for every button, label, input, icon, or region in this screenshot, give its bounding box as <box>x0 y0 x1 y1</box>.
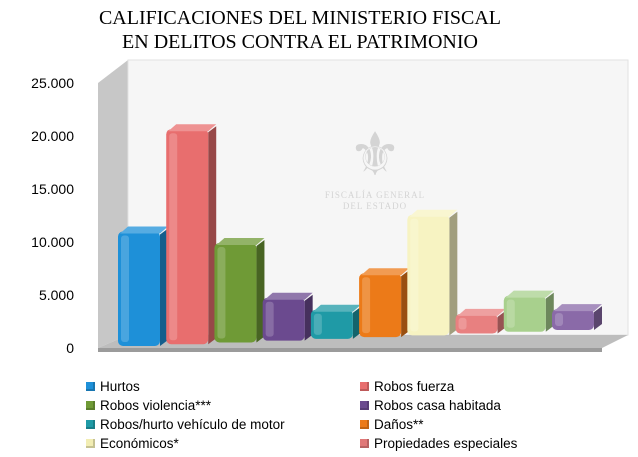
legend-item: Propiedades especiales <box>360 436 517 451</box>
legend-label: Propiedades especiales <box>374 436 518 451</box>
chart-title-line-1: CALIFICACIONES DEL MINISTERIO FISCAL <box>98 7 502 29</box>
bar-10 <box>552 304 602 330</box>
legend-swatch <box>360 420 369 429</box>
legend-item: Robos casa habitada <box>360 398 501 413</box>
legend-swatch <box>86 401 95 410</box>
legend-label: Económicos* <box>100 436 179 451</box>
legend-item: Daños** <box>360 417 424 432</box>
legend-item: Robos/hurto vehículo de motor <box>86 417 285 432</box>
bar-8 <box>455 308 506 334</box>
legend-swatch <box>360 382 369 391</box>
legend-label: Daños** <box>374 417 424 432</box>
bar-6 <box>359 268 410 338</box>
chart-title-line-2: EN DELITOS CONTRA EL PATRIMONIO <box>122 31 478 53</box>
legend-swatch <box>86 439 95 448</box>
legend-swatch <box>86 382 95 391</box>
legend-item: Robos violencia*** <box>86 398 211 413</box>
chart-title: CALIFICACIONES DEL MINISTERIO FISCAL EN … <box>0 6 600 54</box>
legend-item: Robos fuerza <box>360 379 454 394</box>
legend-item: Económicos* <box>86 436 179 451</box>
legend-item: Hurtos <box>86 379 140 394</box>
y-tick-label: 20.000 <box>31 128 74 144</box>
bar-2 <box>166 124 217 345</box>
legend-swatch <box>360 439 369 448</box>
legend-swatch <box>86 420 95 429</box>
legend-swatch <box>360 401 369 410</box>
bar-7 <box>407 209 458 336</box>
legend-label: Hurtos <box>100 379 140 394</box>
y-tick-label: 0 <box>66 340 74 356</box>
bar-5 <box>310 304 361 339</box>
bar-1 <box>118 226 168 346</box>
legend-label: Robos/hurto vehículo de motor <box>100 417 285 432</box>
legend-label: Robos violencia*** <box>100 398 212 413</box>
bar-3 <box>214 238 265 343</box>
watermark-line-2: DEL ESTADO <box>342 201 408 211</box>
legend-label: Robos fuerza <box>374 379 455 394</box>
legend-label: Robos casa habitada <box>374 398 501 413</box>
watermark-line-1: FISCALÍA GENERAL <box>324 190 426 200</box>
y-tick-label: 15.000 <box>31 181 74 197</box>
y-tick-label: 5.000 <box>39 287 74 303</box>
watermark: ⚜ FISCALÍA GENERAL DEL ESTADO <box>300 120 450 212</box>
y-tick-label: 10.000 <box>31 234 74 250</box>
coat-of-arms-icon: ⚜ <box>348 122 402 188</box>
bar-4 <box>262 292 313 341</box>
floor-edge <box>98 348 602 352</box>
y-tick-label: 25.000 <box>31 75 74 91</box>
bar-9 <box>503 290 554 332</box>
